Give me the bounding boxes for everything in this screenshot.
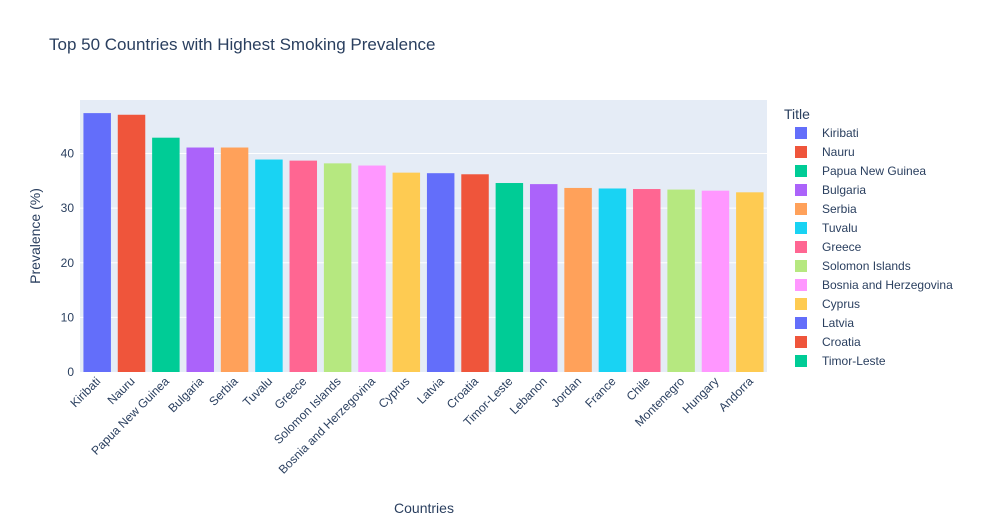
legend-item[interactable]: Greece bbox=[795, 240, 862, 254]
legend-swatch bbox=[795, 127, 807, 139]
bar-croatia[interactable] bbox=[461, 174, 489, 372]
legend-item[interactable]: Serbia bbox=[795, 202, 857, 216]
legend-label: Solomon Islands bbox=[822, 259, 911, 273]
bar-france[interactable] bbox=[598, 188, 627, 372]
y-tick-label: 10 bbox=[61, 310, 75, 324]
legend-item[interactable]: Tuvalu bbox=[795, 221, 858, 235]
legend-item[interactable]: Nauru bbox=[795, 145, 855, 159]
bar-kiribati[interactable] bbox=[83, 113, 111, 373]
legend-item[interactable]: Solomon Islands bbox=[795, 259, 911, 273]
legend-item[interactable]: Cyprus bbox=[795, 297, 860, 311]
bars-group bbox=[83, 113, 764, 373]
legend-label: Papua New Guinea bbox=[822, 164, 926, 178]
chart-title: Top 50 Countries with Highest Smoking Pr… bbox=[49, 35, 435, 54]
legend-swatch bbox=[795, 203, 807, 215]
bar-bulgaria[interactable] bbox=[186, 147, 214, 372]
bar-greece[interactable] bbox=[289, 160, 318, 372]
legend-item[interactable]: Bulgaria bbox=[795, 183, 866, 197]
bar-latvia[interactable] bbox=[426, 173, 455, 372]
legend: Title Kiribati Nauru Papua New Guinea Bulga… bbox=[784, 106, 953, 368]
bar-bosnia-and-herzegovina[interactable] bbox=[358, 165, 386, 372]
legend-item[interactable]: Kiribati bbox=[795, 126, 859, 140]
bar-montenegro[interactable] bbox=[667, 189, 695, 372]
legend-swatch bbox=[795, 260, 807, 272]
legend-items: Kiribati Nauru Papua New Guinea Bulgaria Ser… bbox=[795, 126, 953, 368]
y-tick-label: 20 bbox=[61, 256, 75, 270]
bar-tuvalu[interactable] bbox=[255, 159, 283, 372]
x-tick-label: Andorra bbox=[716, 374, 756, 414]
y-tick-label: 0 bbox=[67, 365, 74, 379]
bar-nauru[interactable] bbox=[117, 114, 146, 372]
y-tick-label: 40 bbox=[61, 147, 75, 161]
legend-label: Latvia bbox=[822, 316, 854, 330]
legend-swatch bbox=[795, 165, 807, 177]
x-tick-label: Chile bbox=[624, 374, 653, 403]
bar-andorra[interactable] bbox=[736, 192, 764, 372]
x-tick-label: Lebanon bbox=[507, 374, 550, 417]
legend-title: Title bbox=[784, 106, 810, 122]
legend-swatch bbox=[795, 355, 807, 367]
legend-swatch bbox=[795, 241, 807, 253]
legend-swatch bbox=[795, 222, 807, 234]
legend-swatch bbox=[795, 279, 807, 291]
legend-label: Bosnia and Herzegovina bbox=[822, 278, 953, 292]
bar-solomon-islands[interactable] bbox=[323, 163, 352, 372]
legend-item[interactable]: Bosnia and Herzegovina bbox=[795, 278, 953, 292]
legend-label: Serbia bbox=[822, 202, 857, 216]
legend-label: Timor-Leste bbox=[822, 354, 886, 368]
bar-papua-new-guinea[interactable] bbox=[152, 137, 180, 372]
bar-serbia[interactable] bbox=[220, 147, 249, 372]
legend-item[interactable]: Papua New Guinea bbox=[795, 164, 926, 178]
bar-timor-leste[interactable] bbox=[495, 183, 524, 372]
y-tick-label: 30 bbox=[61, 201, 75, 215]
x-tick-label: Cyprus bbox=[376, 374, 413, 411]
legend-label: Kiribati bbox=[822, 126, 859, 140]
bar-chile[interactable] bbox=[633, 189, 661, 372]
y-axis-title: Prevalence (%) bbox=[27, 188, 43, 284]
legend-label: Bulgaria bbox=[822, 183, 866, 197]
bar-lebanon[interactable] bbox=[529, 184, 558, 372]
x-tick-label: Kiribati bbox=[67, 374, 103, 410]
y-tick-labels: 0 10 20 30 40 bbox=[61, 147, 75, 379]
legend-item[interactable]: Latvia bbox=[795, 316, 854, 330]
legend-label: Greece bbox=[822, 240, 862, 254]
plot-background bbox=[80, 100, 767, 372]
legend-label: Croatia bbox=[822, 335, 861, 349]
bar-hungary[interactable] bbox=[701, 190, 730, 372]
legend-swatch bbox=[795, 336, 807, 348]
legend-swatch bbox=[795, 146, 807, 158]
bar-cyprus[interactable] bbox=[392, 172, 421, 372]
legend-swatch bbox=[795, 298, 807, 310]
x-axis-title: Countries bbox=[394, 500, 454, 516]
bar-jordan[interactable] bbox=[564, 187, 592, 372]
legend-item[interactable]: Croatia bbox=[795, 335, 861, 349]
x-tick-label: Hungary bbox=[680, 374, 722, 416]
x-tick-label: Latvia bbox=[414, 374, 447, 407]
legend-label: Cyprus bbox=[822, 297, 860, 311]
x-tick-label: Tuvalu bbox=[240, 374, 275, 409]
legend-swatch bbox=[795, 317, 807, 329]
x-tick-label: Jordan bbox=[548, 374, 584, 410]
legend-label: Nauru bbox=[822, 145, 855, 159]
x-tick-label: Bulgaria bbox=[165, 374, 206, 415]
x-tick-label: Serbia bbox=[206, 374, 241, 409]
legend-item[interactable]: Timor-Leste bbox=[795, 354, 886, 368]
legend-swatch bbox=[795, 184, 807, 196]
legend-label: Tuvalu bbox=[822, 221, 858, 235]
x-tick-label: France bbox=[582, 374, 619, 411]
